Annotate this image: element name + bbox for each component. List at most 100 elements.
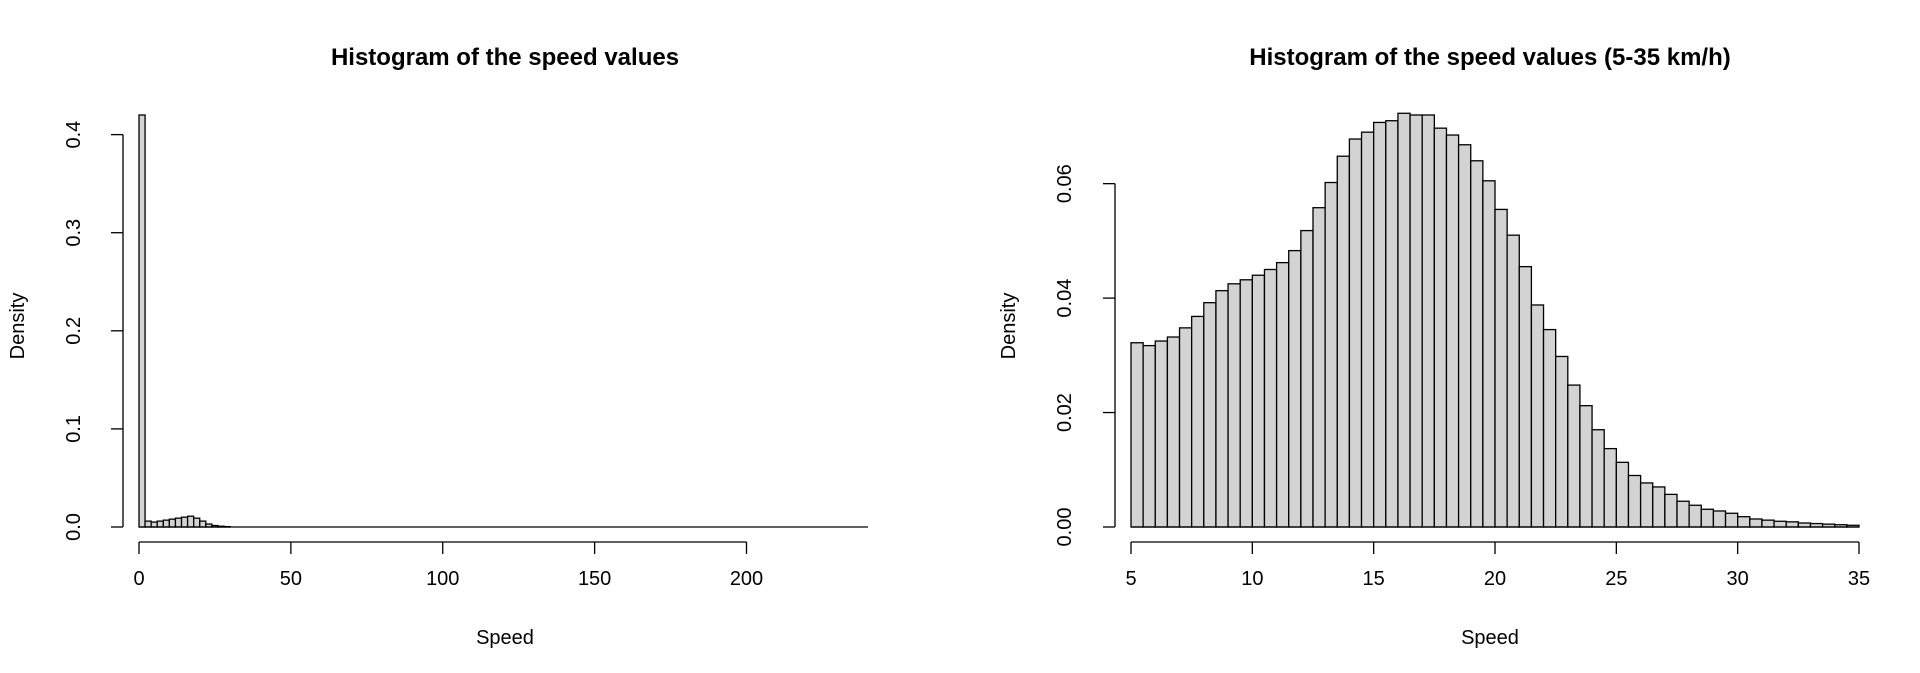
histogram-bar [1142,344,1156,528]
x-tick-label: 20 [1484,568,1506,590]
histogram-bar [1688,504,1702,528]
histogram-bar [138,114,146,528]
y-tick-label: 0.4 [63,121,85,149]
histogram-bar [1154,340,1169,528]
y-tick-label: 0.2 [63,317,85,345]
histogram-panel-all-speeds: Histogram of the speed values Speed Dens… [7,44,868,649]
histogram-bar [186,515,195,528]
histogram-bar [1409,114,1423,528]
histogram-bar [1203,302,1217,528]
histogram-bar [1652,486,1666,528]
histogram-bar [144,520,152,528]
x-tick-label: 0 [133,568,144,590]
histogram-bar [1494,208,1508,528]
histogram-bar [1530,304,1545,528]
histogram-panel-5-35: Histogram of the speed values (5-35 km/h… [998,44,1870,649]
histogram-bar [1360,131,1375,528]
histogram-bar [1166,336,1181,528]
histogram-bar [1263,268,1278,528]
histogram-bar [1518,265,1533,528]
chart-title: Histogram of the speed values (5-35 km/h… [1249,44,1730,71]
histogram-bar [1555,355,1569,528]
histogram-bar [156,520,164,528]
histogram-bar [1397,112,1411,528]
histogram-bar [1348,138,1363,528]
x-axis: 0 50 100 150 200 [133,541,763,590]
histogram-bar [1445,134,1460,528]
histogram-bar [1676,500,1690,528]
y-tick-label: 0.04 [1054,279,1076,318]
bars [138,114,868,528]
y-tick-label: 0.3 [63,219,85,247]
x-tick-label: 30 [1727,568,1749,590]
histogram-bar [1191,315,1205,528]
x-tick-label: 50 [280,568,302,590]
bars [1130,112,1860,528]
histogram-bar [1773,520,1787,528]
histogram-bar [174,517,183,528]
x-tick-label: 25 [1605,568,1627,590]
y-tick-label: 0.1 [63,415,85,443]
histogram-bar [1724,512,1739,528]
histogram-bar [1178,327,1193,528]
histogram-bar [1603,447,1617,528]
histogram-bar [162,519,171,528]
histogram-bar [1700,508,1715,528]
histogram-bar [1627,474,1642,528]
histogram-bar [1579,405,1593,528]
x-tick-label: 5 [1125,568,1136,590]
y-axis-label: Density [998,293,1020,360]
histogram-bar [1664,493,1678,528]
histogram-bar [1312,207,1326,528]
histogram-bar [168,518,177,528]
x-tick-label: 200 [730,568,763,590]
x-tick-label: 35 [1848,568,1870,590]
y-tick-label: 0.0 [63,513,85,541]
x-tick-label: 15 [1363,568,1385,590]
histogram-bar [1421,114,1435,528]
histogram-bar [1251,274,1266,528]
y-axis: 0.0 0.1 0.2 0.3 0.4 [63,121,124,541]
histogram-bar [1130,342,1144,528]
histogram-bar [1457,144,1472,528]
histogram-bar [1288,249,1302,528]
y-axis: 0.00 0.02 0.04 0.06 [1054,164,1116,547]
x-tick-label: 100 [426,568,459,590]
y-tick-label: 0.00 [1054,508,1076,547]
histogram-bar [1324,181,1338,528]
histogram-bar [1506,234,1520,528]
x-axis-label: Speed [1461,627,1519,649]
x-tick-label: 10 [1241,568,1263,590]
histogram-bar [1470,160,1484,528]
histogram-bar [150,521,158,528]
histogram-bar [1761,519,1775,528]
histogram-bar [1385,120,1399,528]
histogram-bar [1433,127,1448,528]
histogram-bar [1227,283,1241,528]
histogram-bar [180,516,189,528]
histogram-bar [1239,279,1253,528]
y-tick-label: 0.02 [1054,393,1076,432]
histogram-bar [1275,261,1290,528]
y-axis-label: Density [7,293,29,360]
histogram-bar [1567,384,1581,528]
histogram-bar [1639,482,1654,528]
histogram-bar [1373,121,1387,528]
histogram-bar [1336,155,1351,528]
histogram-bar [199,520,207,528]
histogram-bar [1482,180,1496,528]
x-tick-label: 150 [578,568,611,590]
x-axis-label: Speed [476,627,534,649]
histogram-bar [1785,521,1799,528]
x-axis: 5 10 15 20 25 30 35 [1125,541,1870,590]
histogram-bar [1615,461,1630,528]
histogram-bar [1542,328,1557,528]
histogram-bar [1300,229,1314,528]
histogram-bar [1591,429,1605,528]
histogram-bar [1215,290,1229,528]
chart-title: Histogram of the speed values [331,44,679,71]
histogram-bar [193,517,201,528]
y-tick-label: 0.06 [1054,164,1076,203]
histogram-bar [1712,510,1727,528]
